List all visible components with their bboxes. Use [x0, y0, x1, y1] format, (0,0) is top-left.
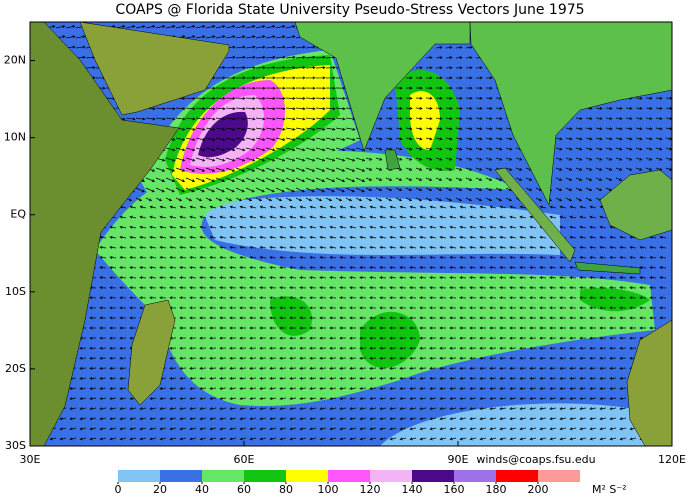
land: [30, 22, 672, 446]
map-frame: [29, 21, 673, 447]
calm-zone: [380, 403, 672, 446]
lat-label: EQ: [10, 208, 26, 221]
colorbar-label: 0: [115, 483, 122, 496]
lat-label: 10N: [4, 131, 26, 144]
colorbar-swatch: [454, 470, 496, 482]
colorbar-swatch: [244, 470, 286, 482]
units: M² S⁻²: [592, 483, 627, 496]
lon-label: 30E: [20, 453, 41, 466]
lat-label: 10S: [5, 285, 26, 298]
colorbar-swatch: [118, 470, 160, 482]
contact: winds@coaps.fsu.edu: [476, 453, 595, 466]
title: COAPS @ Florida State University Pseudo-…: [115, 2, 584, 18]
colorbar-label: 80: [279, 483, 293, 496]
colorbar-label: 20: [153, 483, 167, 496]
colorbar-swatch: [160, 470, 202, 482]
lon-label: 120E: [658, 453, 686, 466]
lon-label: 60E: [234, 453, 255, 466]
lon-label: 90E: [448, 453, 469, 466]
colorbar-label: 140: [402, 483, 423, 496]
wind-zone: [410, 91, 440, 150]
colorbar-label: 100: [318, 483, 339, 496]
lat-label: 30S: [5, 439, 26, 452]
lat-label: 20S: [5, 362, 26, 375]
colorbar-label: 200: [528, 483, 549, 496]
colorbar-swatch: [370, 470, 412, 482]
colorbar-swatch: [328, 470, 370, 482]
wind-zone: [198, 111, 248, 158]
colorbar-swatch: [538, 470, 580, 482]
colorbar-swatch: [412, 470, 454, 482]
colorbar-label: 160: [444, 483, 465, 496]
calm-zone: [200, 196, 560, 255]
colorbar-label: 120: [360, 483, 381, 496]
colorbar-swatch: [496, 470, 538, 482]
colorbar-label: 40: [195, 483, 209, 496]
colorbar-swatch: [202, 470, 244, 482]
colorbar-label: 180: [486, 483, 507, 496]
colorbar-label: 60: [237, 483, 251, 496]
lat-label: 20N: [4, 54, 26, 67]
map-area: [30, 22, 672, 446]
colorbar-swatch: [286, 470, 328, 482]
